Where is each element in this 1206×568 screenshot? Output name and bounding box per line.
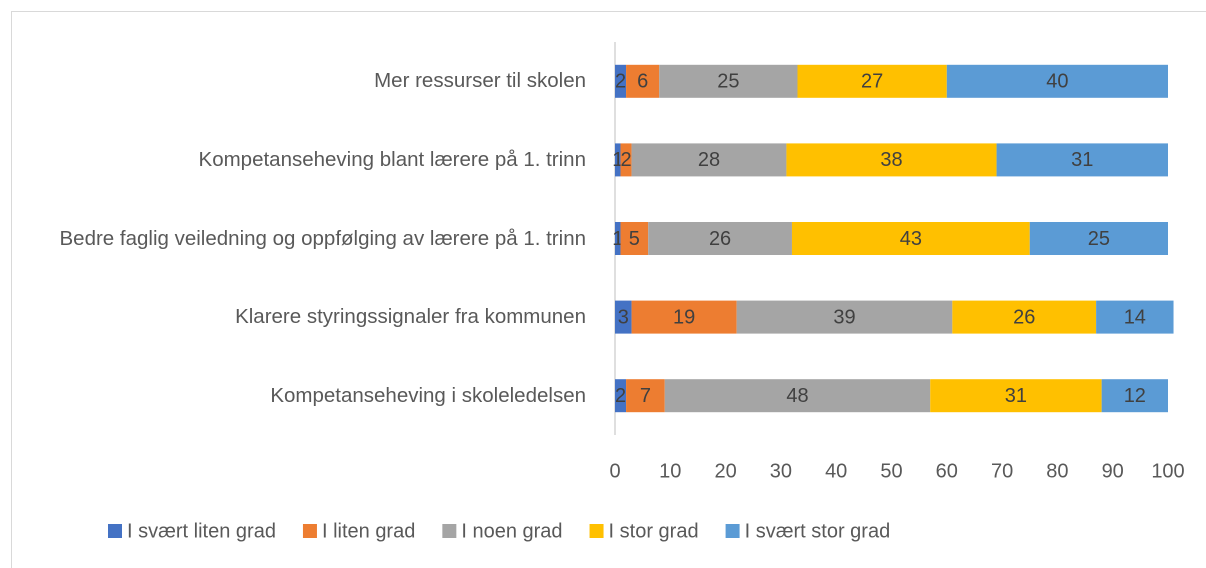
data-label: 25 xyxy=(1088,228,1110,250)
legend-label: I svært stor grad xyxy=(745,520,891,542)
x-tick-label: 10 xyxy=(659,460,681,482)
bar-segment xyxy=(736,300,953,334)
y-tick-label: Klarere styringssignaler fra kommunen xyxy=(235,305,586,329)
x-tick-label: 20 xyxy=(714,460,736,482)
bar-segment xyxy=(996,143,1168,177)
x-tick-label: 100 xyxy=(1151,460,1184,482)
chart-border xyxy=(11,11,1206,568)
category-label-box: Kompetanseheving blant lærere på 1. trin… xyxy=(6,130,586,190)
bar-segment xyxy=(952,300,1097,334)
bar-segment xyxy=(615,222,621,255)
y-tick-label: Bedre faglig veiledning og oppfølging av… xyxy=(59,226,587,250)
data-label: 43 xyxy=(900,228,922,250)
legend-label: I stor grad xyxy=(609,520,699,542)
bar-segment xyxy=(930,379,1102,413)
bar-segment xyxy=(626,64,660,98)
bar-segment xyxy=(620,143,632,177)
category-label-box: Mer ressurser til skolen xyxy=(6,51,586,111)
bar-segment xyxy=(648,222,792,255)
legend-label: I svært liten grad xyxy=(127,520,276,542)
bar-segment xyxy=(615,143,621,177)
bar-segment xyxy=(797,64,947,98)
bar-segment xyxy=(1029,222,1168,255)
bar-segment xyxy=(615,300,632,334)
data-label: 48 xyxy=(786,385,808,407)
y-tick-label: Kompetanseheving blant lærere på 1. trin… xyxy=(198,147,586,171)
data-label: 1 xyxy=(612,149,623,171)
bar-segment xyxy=(631,143,787,177)
data-label: 2 xyxy=(620,149,631,171)
bar-segment xyxy=(664,379,931,413)
x-tick-label: 90 xyxy=(1102,460,1124,482)
y-tick-label: Mer ressurser til skolen xyxy=(374,69,586,93)
y-tick-label: Kompetanseheving i skoleledelsen xyxy=(270,383,586,407)
legend-label: I liten grad xyxy=(322,520,415,542)
x-tick-label: 70 xyxy=(991,460,1013,482)
data-label: 7 xyxy=(640,385,651,407)
data-label: 6 xyxy=(637,71,648,93)
data-label: 25 xyxy=(717,71,739,93)
category-label-box: Klarere styringssignaler fra kommunen xyxy=(6,287,586,347)
bar-segment xyxy=(615,379,627,413)
x-tick-label: 80 xyxy=(1046,460,1068,482)
bar-segment xyxy=(946,64,1168,98)
data-label: 2 xyxy=(615,385,626,407)
legend-swatch xyxy=(442,524,457,538)
data-label: 27 xyxy=(861,71,883,93)
legend-label: I noen grad xyxy=(461,520,562,542)
bar-segment xyxy=(1101,379,1168,413)
bar-segment xyxy=(626,379,665,413)
data-label: 31 xyxy=(1071,149,1093,171)
data-label: 12 xyxy=(1124,385,1146,407)
data-label: 26 xyxy=(709,228,731,250)
data-label: 31 xyxy=(1005,385,1027,407)
data-label: 1 xyxy=(612,228,623,250)
bar-segment xyxy=(1096,300,1174,334)
data-label: 3 xyxy=(618,306,629,328)
data-label: 39 xyxy=(833,306,855,328)
bar-segment xyxy=(791,222,1030,255)
x-tick-label: 50 xyxy=(880,460,902,482)
data-label: 5 xyxy=(629,228,640,250)
data-label: 28 xyxy=(698,149,720,171)
legend-swatch xyxy=(725,524,740,538)
data-label: 26 xyxy=(1013,306,1035,328)
x-tick-label: 60 xyxy=(936,460,958,482)
legend-swatch xyxy=(108,524,122,538)
legend-swatch xyxy=(589,524,604,538)
data-label: 19 xyxy=(673,306,695,328)
data-label: 2 xyxy=(615,71,626,93)
bar-segment xyxy=(659,64,798,98)
bar-segment xyxy=(620,222,649,255)
x-tick-label: 40 xyxy=(825,460,847,482)
category-label-box: Bedre faglig veiledning og oppfølging av… xyxy=(6,209,587,269)
data-label: 14 xyxy=(1124,306,1146,328)
bar-segment xyxy=(786,143,997,177)
bar-segment xyxy=(615,64,627,98)
data-label: 40 xyxy=(1046,71,1068,93)
bar-segment xyxy=(631,300,737,334)
x-tick-label: 30 xyxy=(770,460,792,482)
legend-swatch xyxy=(302,524,317,538)
category-label-box: Kompetanseheving i skoleledelsen xyxy=(6,366,586,426)
data-label: 38 xyxy=(880,149,902,171)
x-tick-label: 0 xyxy=(609,460,620,482)
